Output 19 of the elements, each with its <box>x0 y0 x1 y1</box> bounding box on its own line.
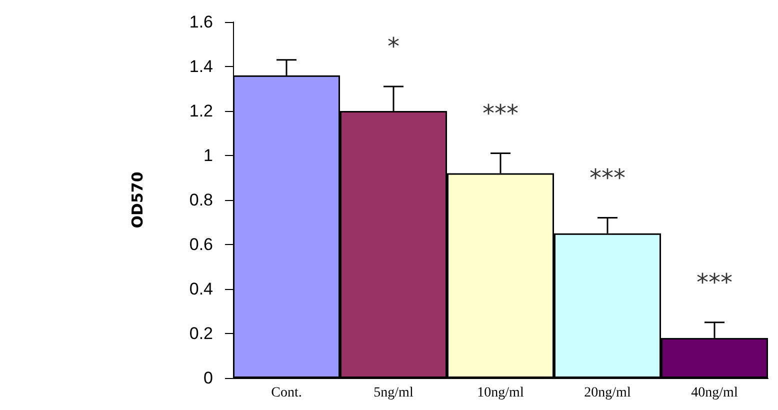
x-tick-label: 5ng/ml <box>374 386 414 400</box>
x-tick-label: 20ng/ml <box>584 386 631 400</box>
y-tick-label: 1.6 <box>189 12 213 32</box>
x-tick-label: 40ng/ml <box>691 386 738 400</box>
y-axis-title: OD570 <box>128 172 146 228</box>
x-tick-label: Cont. <box>271 386 302 400</box>
y-tick-label: 0.8 <box>189 190 213 210</box>
annotation: * <box>388 32 400 61</box>
annotation: *** <box>482 99 518 128</box>
x-tick-label: 10ng/ml <box>477 386 524 400</box>
annotation: *** <box>696 268 732 296</box>
y-tick-label: 0.2 <box>189 324 213 343</box>
annotation: *** <box>590 164 626 192</box>
y-tick-label: 0.4 <box>189 280 213 298</box>
y-tick-label: 1 <box>204 146 213 165</box>
y-tick-label: 1.2 <box>189 102 213 120</box>
y-tick-label: 1.4 <box>189 57 213 76</box>
y-tick-label: 0 <box>204 368 213 388</box>
y-tick-label: 0.6 <box>189 235 213 254</box>
